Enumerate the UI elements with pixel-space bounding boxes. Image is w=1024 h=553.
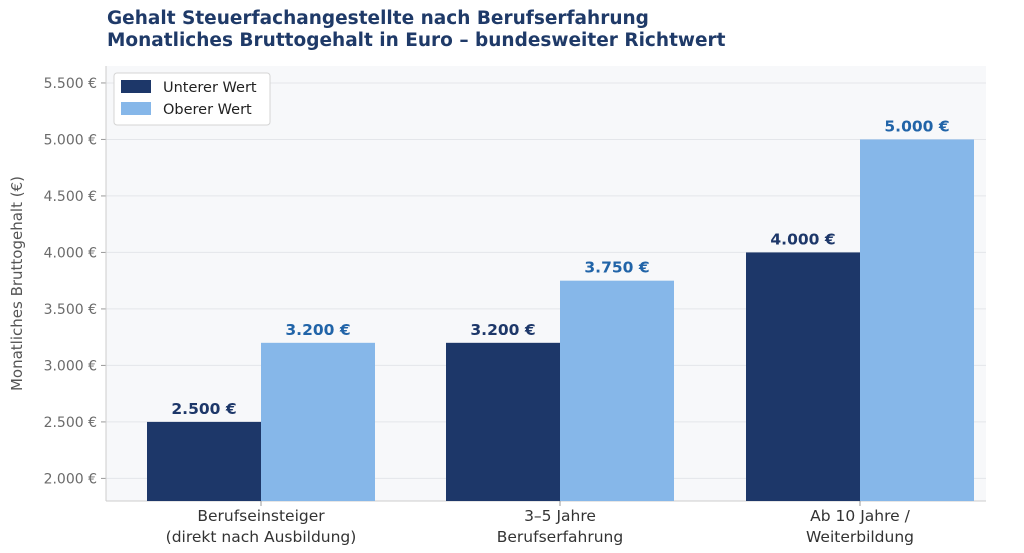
x-tick-label: Weiterbildung <box>806 528 914 546</box>
y-tick-label: 4.500 € <box>44 189 97 205</box>
x-tick-label: 3–5 Jahre <box>524 507 596 525</box>
y-tick-label: 2.000 € <box>44 471 97 487</box>
y-tick-label: 3.500 € <box>44 302 97 318</box>
legend-swatch <box>121 80 151 93</box>
data-label: 5.000 € <box>884 117 949 135</box>
data-label: 3.200 € <box>285 321 350 339</box>
bar-oberer-wert <box>261 343 375 501</box>
y-tick-label: 5.000 € <box>44 132 97 148</box>
bar-unterer-wert <box>746 252 860 501</box>
x-tick-label: Ab 10 Jahre / <box>810 507 910 525</box>
x-tick-label: Berufserfahrung <box>497 528 623 546</box>
legend-label: Oberer Wert <box>163 102 252 118</box>
legend-swatch <box>121 102 151 115</box>
x-tick-label: Berufseinsteiger <box>197 507 325 525</box>
y-tick-label: 5.500 € <box>44 76 97 92</box>
y-tick-label: 3.000 € <box>44 358 97 374</box>
bar-oberer-wert <box>860 139 974 501</box>
data-label: 4.000 € <box>770 230 835 248</box>
bar-unterer-wert <box>147 422 261 501</box>
y-tick-label: 2.500 € <box>44 415 97 431</box>
data-label: 2.500 € <box>171 400 236 418</box>
data-label: 3.200 € <box>470 321 535 339</box>
y-tick-label: 4.000 € <box>44 245 97 261</box>
bar-oberer-wert <box>560 281 674 501</box>
bar-unterer-wert <box>446 343 560 501</box>
y-axis-label: Monatliches Bruttogehalt (€) <box>8 176 26 391</box>
x-tick-label: (direkt nach Ausbildung) <box>166 528 357 546</box>
legend-label: Unterer Wert <box>163 80 257 96</box>
data-label: 3.750 € <box>584 259 649 277</box>
